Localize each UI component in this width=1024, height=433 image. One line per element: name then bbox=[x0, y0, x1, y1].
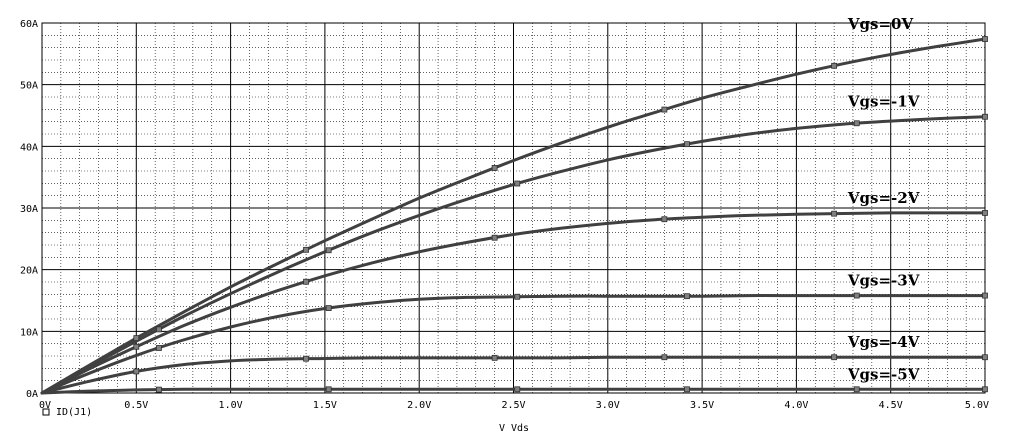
series-point-marker bbox=[661, 216, 668, 223]
x-tick-label: 2.5V bbox=[501, 400, 525, 411]
series-line bbox=[40, 387, 987, 395]
y-tick-label: 0A bbox=[26, 389, 38, 400]
series-label: Vgs=-4V bbox=[847, 333, 920, 351]
legend-marker bbox=[42, 408, 50, 416]
series-point-marker bbox=[514, 293, 521, 300]
series-point-marker bbox=[156, 345, 162, 351]
y-tick-label: 30A bbox=[20, 204, 38, 215]
series-label: Vgs=-1V bbox=[847, 93, 920, 111]
series-line bbox=[40, 294, 987, 395]
series-point-marker bbox=[491, 234, 498, 241]
y-tick-label: 40A bbox=[20, 142, 38, 153]
series-label: Vgs=-5V bbox=[847, 365, 920, 383]
legend: ID(J1) bbox=[42, 407, 92, 418]
y-tick-label: 60A bbox=[20, 19, 38, 30]
legend-label: ID(J1) bbox=[56, 407, 92, 418]
x-tick-label: 4.5V bbox=[879, 400, 903, 411]
x-tick-label: 1.5V bbox=[313, 400, 337, 411]
series-point-marker bbox=[303, 278, 309, 285]
series-point-marker bbox=[982, 386, 988, 393]
series-label: Vgs=0V bbox=[847, 15, 914, 33]
y-axis-tick-labels: 0A 10A 20A 30A 40A 50A 60A bbox=[20, 19, 38, 400]
x-axis-tick-labels: 0V 0.5V 1.0V 1.5V 2.0V 2.5V 3.0V 3.5V 4.0V 4.5V 5.… bbox=[39, 400, 989, 411]
series-point-marker bbox=[661, 354, 668, 361]
plot-area-border bbox=[41, 22, 986, 394]
series-curves bbox=[40, 37, 987, 395]
series-point-marker bbox=[831, 62, 838, 69]
series-point-marker bbox=[831, 354, 838, 361]
series-point-marker bbox=[325, 305, 332, 311]
series-line bbox=[40, 355, 987, 395]
series-point-marker bbox=[684, 141, 690, 148]
series-label: Vgs=-3V bbox=[847, 272, 920, 290]
major-gridlines bbox=[42, 23, 985, 393]
series-point-marker bbox=[514, 386, 521, 393]
series-markers bbox=[133, 36, 988, 393]
series-point-marker bbox=[491, 354, 498, 361]
series-point-marker bbox=[133, 343, 140, 350]
series-point-marker bbox=[156, 326, 162, 333]
series-line bbox=[40, 115, 987, 395]
y-tick-label: 10A bbox=[20, 327, 38, 338]
series-point-marker bbox=[831, 210, 838, 217]
series-point-marker bbox=[853, 386, 860, 393]
x-tick-label: 0.5V bbox=[124, 400, 148, 411]
series-line bbox=[40, 211, 987, 395]
y-tick-label: 20A bbox=[20, 266, 38, 277]
series-point-marker bbox=[661, 106, 668, 113]
series-point-marker bbox=[982, 354, 988, 361]
series-point-marker bbox=[303, 246, 309, 253]
series-labels: Vgs=0V Vgs=-1V Vgs=-2V Vgs=-3V Vgs=-4V Vgs=-5… bbox=[847, 15, 920, 383]
series-point-marker bbox=[303, 355, 309, 362]
series-point-marker bbox=[853, 120, 860, 127]
x-tick-label: 5.0V bbox=[965, 400, 989, 411]
series-point-marker bbox=[133, 368, 140, 375]
series-point-marker bbox=[982, 210, 988, 216]
y-tick-label: 50A bbox=[20, 81, 38, 92]
series-line bbox=[40, 37, 987, 395]
series-point-marker bbox=[684, 386, 690, 393]
series-point-marker bbox=[684, 293, 690, 300]
series-point-marker bbox=[156, 386, 162, 393]
x-tick-label: 2.0V bbox=[407, 400, 431, 411]
x-tick-label: 4.0V bbox=[784, 400, 808, 411]
series-point-marker bbox=[325, 386, 332, 393]
series-point-marker bbox=[982, 113, 988, 120]
x-tick-label: 0V bbox=[39, 400, 51, 411]
x-tick-label: 1.0V bbox=[219, 400, 243, 411]
series-point-marker bbox=[982, 292, 988, 299]
series-point-marker bbox=[491, 165, 498, 171]
series-point-marker bbox=[133, 335, 140, 342]
series-point-marker bbox=[325, 247, 332, 254]
x-tick-label: 3.0V bbox=[596, 400, 620, 411]
x-tick-label: 3.5V bbox=[690, 400, 714, 411]
series-label: Vgs=-2V bbox=[847, 189, 920, 207]
series-point-marker bbox=[853, 292, 860, 299]
series-point-marker bbox=[982, 36, 988, 42]
series-point-marker bbox=[514, 180, 521, 187]
x-axis-label: V_Vds bbox=[499, 423, 529, 433]
